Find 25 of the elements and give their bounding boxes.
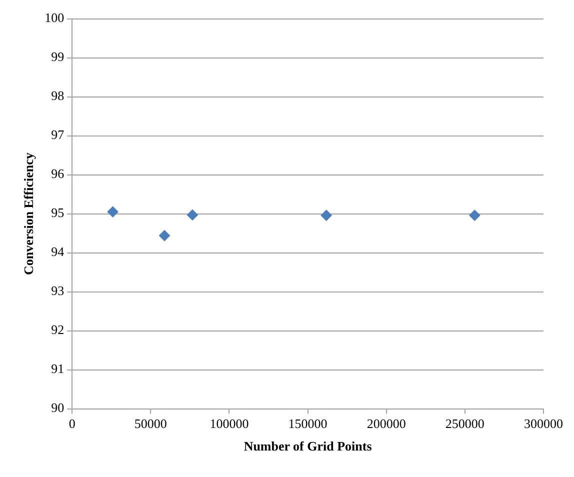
x-tick-label: 150000 [288, 416, 328, 432]
point [469, 210, 480, 221]
point [107, 206, 118, 218]
point [320, 210, 332, 221]
x-tick-label: 100000 [210, 416, 249, 432]
y-tick-label: 90 [51, 400, 64, 416]
y-tick-label: 96 [51, 166, 65, 182]
y-tick-label: 95 [51, 205, 64, 220]
y-axis-title: Conversion Efficiency [21, 152, 36, 276]
x-tick-label: 50000 [134, 416, 167, 432]
x-tick-label: 0 [68, 416, 76, 432]
x-tick-label: 300000 [524, 416, 563, 432]
point [186, 209, 198, 220]
x-tick-label: 200000 [366, 416, 406, 432]
y-tick-label: 94 [51, 244, 65, 260]
x-tick-label: 250000 [445, 416, 484, 432]
y-tick-label: 99 [51, 49, 64, 64]
x-axis-title: Number of Grid Points [244, 438, 372, 454]
y-tick-label: 91 [51, 361, 64, 376]
y-tick-label: 92 [51, 322, 64, 338]
y-tick-label: 97 [51, 127, 65, 142]
point [158, 230, 170, 242]
y-tick-label: 98 [51, 88, 64, 104]
y-tick-label: 93 [51, 283, 64, 298]
y-tick-label: 100 [44, 10, 64, 26]
